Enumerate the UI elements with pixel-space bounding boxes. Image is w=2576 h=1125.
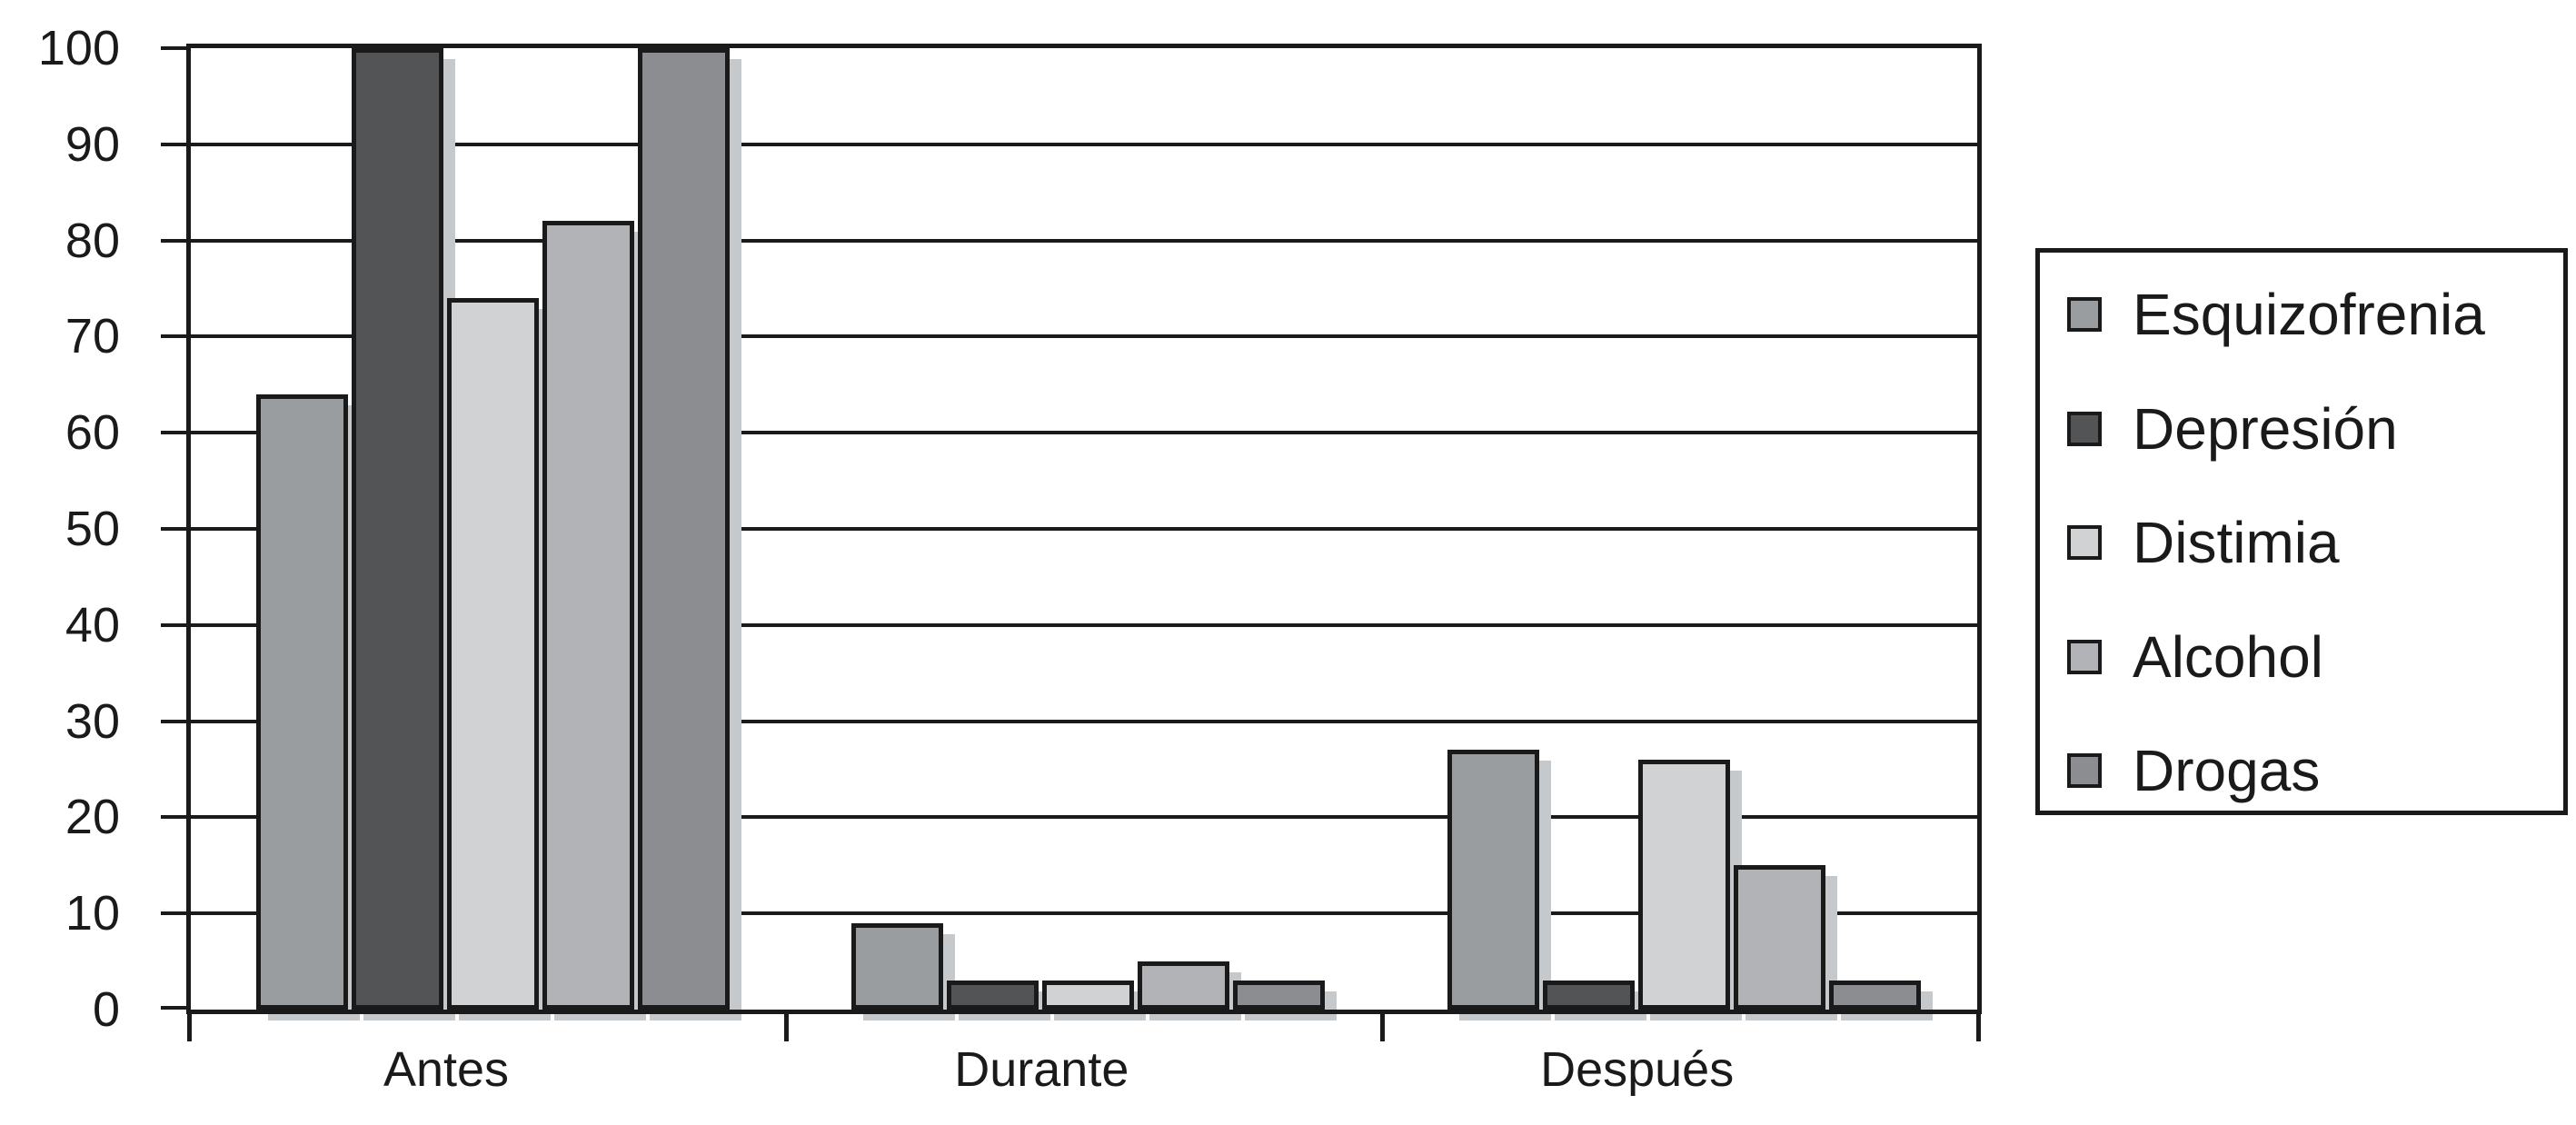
x-axis-boundary-tick-3 (1976, 1010, 1981, 1041)
bar-durante-distimia (1042, 981, 1135, 1010)
legend-swatch-esquizofrenia (2067, 297, 2102, 332)
gridline-10 (191, 911, 1977, 916)
bar-despues-distimia (1637, 759, 1730, 1010)
legend-label-esquizofrenia: Esquizofrenia (2133, 282, 2485, 347)
y-axis-tick-30 (161, 719, 191, 723)
legend: Esquizofrenia Depresión Distimia Alcohol Dro… (2035, 248, 2568, 815)
y-axis-tick-20 (161, 815, 191, 820)
bar-despues-drogas (1828, 981, 1921, 1010)
y-axis-label-0: 0 (92, 982, 120, 1037)
legend-swatch-depresion (2067, 411, 2102, 446)
bar-antes-alcohol (542, 221, 634, 1010)
y-axis-label-60: 60 (65, 405, 120, 461)
x-axis-boundary-tick-1 (784, 1010, 790, 1041)
x-axis-label-despues: Después (1540, 1042, 1735, 1097)
x-axis-boundary-tick-0 (187, 1010, 192, 1041)
legend-item-depresion: Depresión (2067, 400, 2549, 458)
y-axis-label-70: 70 (65, 309, 120, 364)
y-axis-label-90: 90 (65, 116, 120, 172)
bar-durante-esquizofrenia (851, 922, 944, 1010)
legend-swatch-alcohol (2067, 639, 2102, 674)
bar-despues-esquizofrenia (1447, 750, 1539, 1010)
y-axis-label-40: 40 (65, 597, 120, 652)
bar-antes-distimia (447, 298, 539, 1010)
gridline-60 (191, 431, 1977, 435)
gridline-40 (191, 622, 1977, 627)
legend-item-drogas: Drogas (2067, 742, 2549, 800)
bar-durante-alcohol (1138, 961, 1230, 1010)
y-axis-tick-90 (161, 142, 191, 146)
y-axis-tick-10 (161, 911, 191, 916)
y-axis-label-10: 10 (65, 886, 120, 941)
bar-durante-depresion (947, 981, 1039, 1010)
legend-label-depresion: Depresión (2133, 395, 2398, 462)
y-axis-tick-80 (161, 238, 191, 243)
y-axis-label-80: 80 (65, 213, 120, 268)
gridline-90 (191, 142, 1977, 146)
plot-area (161, 44, 1982, 1041)
legend-label-alcohol: Alcohol (2133, 623, 2323, 690)
gridline-50 (191, 527, 1977, 531)
legend-item-esquizofrenia: Esquizofrenia (2067, 285, 2549, 343)
bar-antes-depresion (352, 48, 443, 1010)
y-axis-tick-50 (161, 527, 191, 531)
y-axis-tick-40 (161, 622, 191, 627)
bar-antes-esquizofrenia (256, 393, 348, 1010)
bar-despues-alcohol (1733, 865, 1825, 1010)
legend-item-distimia: Distimia (2067, 513, 2549, 572)
legend-label-drogas: Drogas (2133, 738, 2321, 803)
y-axis-tick-60 (161, 431, 191, 435)
legend-swatch-drogas (2067, 753, 2102, 788)
gridline-70 (191, 334, 1977, 339)
bar-despues-depresion (1542, 981, 1635, 1010)
x-axis-label-antes: Antes (383, 1042, 510, 1097)
gridline-20 (191, 815, 1977, 820)
x-axis-line (186, 1010, 1982, 1014)
y-axis-label-50: 50 (65, 502, 120, 556)
x-axis-label-durante: Durante (954, 1042, 1129, 1097)
bar-durante-drogas (1233, 981, 1326, 1010)
y-axis-tick-0 (161, 1006, 191, 1010)
y-axis-tick-70 (161, 334, 191, 339)
y-axis-label-20: 20 (65, 790, 120, 845)
y-axis-label-100: 100 (37, 21, 120, 75)
gridline-30 (191, 719, 1977, 723)
x-axis-boundary-tick-2 (1379, 1010, 1385, 1041)
legend-label-distimia: Distimia (2133, 510, 2340, 575)
y-axis-label-30: 30 (65, 693, 120, 749)
legend-swatch-distimia (2067, 525, 2102, 560)
y-axis-tick-100 (161, 46, 191, 50)
gridline-80 (191, 238, 1977, 243)
bar-antes-drogas (638, 48, 730, 1010)
legend-item-alcohol: Alcohol (2067, 628, 2549, 686)
